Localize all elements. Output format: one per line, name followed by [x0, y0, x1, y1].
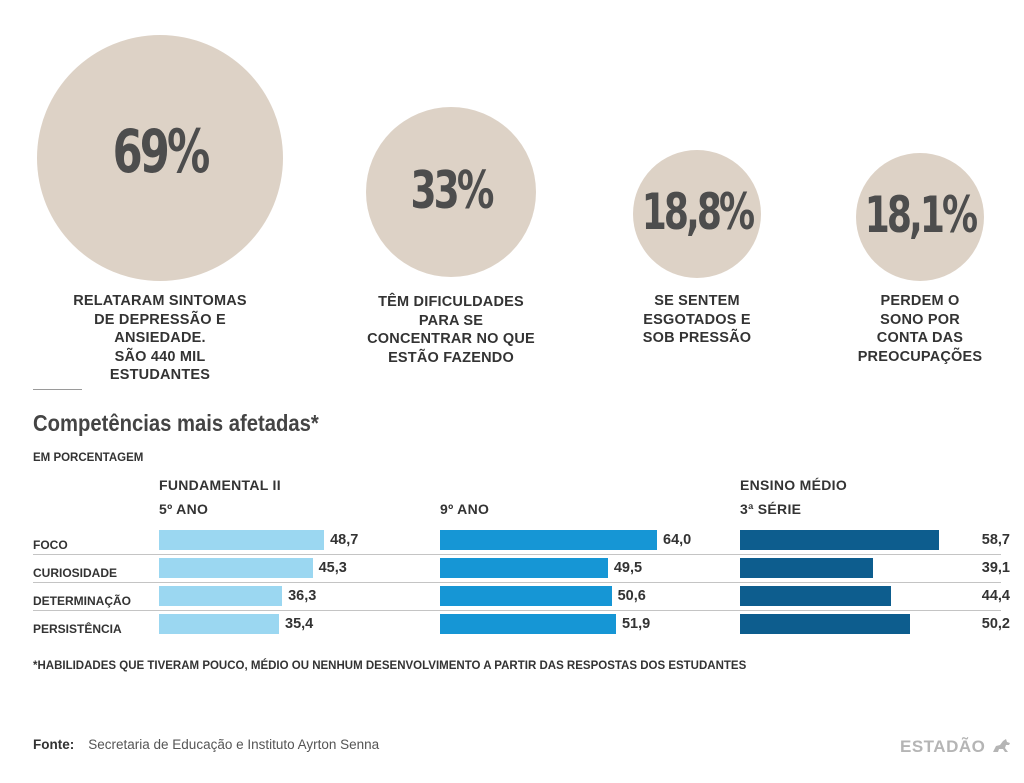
- bar-value-label: 36,3: [288, 588, 317, 604]
- stat-value-3: 18,8%: [641, 183, 755, 241]
- stat-circle-1: [37, 35, 283, 281]
- bar-value-label: 48,7: [330, 532, 359, 548]
- bar-2-determinação: [440, 586, 612, 606]
- bar-value-label: 39,1: [981, 560, 1010, 576]
- row-separator: [33, 582, 1001, 583]
- chart-title: Competências mais afetadas*: [33, 410, 319, 436]
- row-label-persistencia: PERSISTÊNCIA: [33, 622, 122, 636]
- source-text: Secretaria de Educação e Instituto Ayrto…: [88, 737, 380, 752]
- group-header-1-line1: FUNDAMENTAL II: [159, 477, 281, 493]
- bar-1-persistência: [159, 614, 279, 634]
- row-label-curiosidade: CURIOSIDADE: [33, 566, 118, 580]
- bar-3-foco: [740, 530, 939, 550]
- stat-caption-4: PERDEM O SONO POR CONTA DAS PREOCUPAÇÕES: [857, 293, 983, 365]
- stat-caption-3: SE SENTEM ESGOTADOS E SOB PRESSÃO: [642, 293, 752, 346]
- group-header-2-line2: 9º ANO: [440, 501, 490, 517]
- stat-circle-4: [856, 153, 984, 281]
- bar-value-label: 45,3: [318, 560, 347, 576]
- estadao-logo: ESTADÃO: [900, 737, 1013, 757]
- logo-text: ESTADÃO: [900, 737, 986, 756]
- bar-1-foco: [159, 530, 325, 550]
- row-label-determinacao: DETERMINAÇÃO: [33, 594, 131, 608]
- group-header-3-line2: 3ª SÉRIE: [740, 501, 802, 517]
- bar-value-label: 64,0: [663, 532, 692, 548]
- bar-3-curiosidade: [740, 558, 873, 578]
- stat-caption-1: RELATARAM SINTOMAS DE DEPRESSÃO E ANSIED…: [73, 293, 247, 383]
- row-label-foco: FOCO: [33, 538, 68, 552]
- bar-2-foco: [440, 530, 657, 550]
- section-divider: [33, 389, 82, 390]
- horse-icon: [992, 739, 1010, 752]
- bar-2-curiosidade: [440, 558, 608, 578]
- stat-value-2: 33%: [410, 161, 495, 221]
- bar-value-label: 35,4: [285, 616, 314, 632]
- bar-value-label: 50,2: [981, 616, 1010, 632]
- row-separator: [33, 610, 1001, 611]
- bar-value-label: 44,4: [981, 588, 1010, 604]
- footnote: *HABILIDADES QUE TIVERAM POUCO, MÉDIO OU…: [33, 660, 747, 672]
- bar-3-persistência: [740, 614, 911, 634]
- bar-1-determinação: [159, 586, 283, 606]
- row-separator: [33, 554, 1001, 555]
- bar-2-persistência: [440, 614, 616, 634]
- bar-value-label: 51,9: [621, 616, 651, 632]
- bar-1-curiosidade: [159, 558, 313, 578]
- stat-value-1: 69%: [112, 117, 211, 187]
- stat-caption-2: TÊM DIFICULDADES PARA SE CONCENTRAR NO Q…: [367, 294, 535, 366]
- bar-value-label: 49,5: [613, 560, 643, 576]
- stat-value-4: 18,1%: [864, 186, 978, 244]
- group-header-3-line1: ENSINO MÉDIO: [740, 477, 848, 493]
- source-line: Fonte: Secretaria de Educação e Instituto…: [33, 737, 379, 752]
- group-header-1-line2: 5º ANO: [159, 501, 209, 517]
- stat-circle-3: [633, 150, 761, 278]
- bar-value-label: 58,7: [981, 532, 1010, 548]
- bar-3-determinação: [740, 586, 891, 606]
- chart-subtitle: EM PORCENTAGEM: [33, 452, 144, 464]
- stat-circle-2: [366, 107, 536, 277]
- bar-value-label: 50,6: [617, 588, 646, 604]
- source-label: Fonte:: [33, 737, 75, 752]
